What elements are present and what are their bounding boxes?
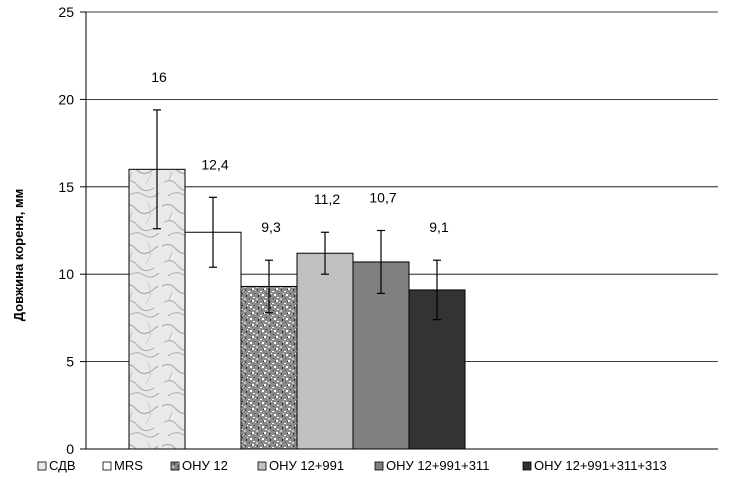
legend-label: ОНУ 12+991+311+313: [534, 458, 667, 473]
error-bars: [153, 109, 441, 321]
legend-label: ОНУ 12+991+311: [386, 458, 489, 473]
bar: [296, 252, 354, 450]
legend-swatch: [374, 461, 384, 471]
legend-label: MRS: [114, 458, 143, 473]
data-label: 12,4: [201, 156, 228, 172]
data-label: 16: [151, 69, 167, 85]
legend-label: ОНУ 12+991: [269, 458, 344, 473]
data-labels: 16 12,4 9,3 11,2 10,7 9,1: [151, 69, 449, 235]
bar: [240, 285, 298, 450]
legend-swatch: [102, 461, 112, 471]
data-label: 9,3: [261, 219, 281, 235]
y-tick-label: 25: [58, 4, 74, 20]
y-tick-label: 20: [58, 91, 74, 107]
y-tick-label: 15: [58, 179, 74, 195]
legend: СДВ MRS ОНУ 12 ОНУ 12+991 ОНУ 12+991+311 ОНУ …: [37, 458, 667, 473]
legend-swatch: [257, 461, 267, 471]
legend-swatch: [170, 461, 180, 471]
legend-label: СДВ: [49, 458, 76, 473]
legend-swatch: [522, 461, 532, 471]
bars: [128, 168, 466, 450]
y-axis-title: Довжина кореня, мм: [11, 189, 26, 321]
bar: [184, 231, 242, 450]
data-label: 11,2: [314, 191, 340, 207]
y-tick-label: 0: [66, 441, 74, 457]
y-tick-label: 10: [58, 266, 74, 282]
data-label: 9,1: [429, 219, 449, 235]
y-tick-label: 5: [66, 354, 74, 370]
legend-swatch: [37, 461, 47, 471]
legend-label: ОНУ 12: [182, 458, 228, 473]
data-label: 10,7: [369, 190, 396, 206]
